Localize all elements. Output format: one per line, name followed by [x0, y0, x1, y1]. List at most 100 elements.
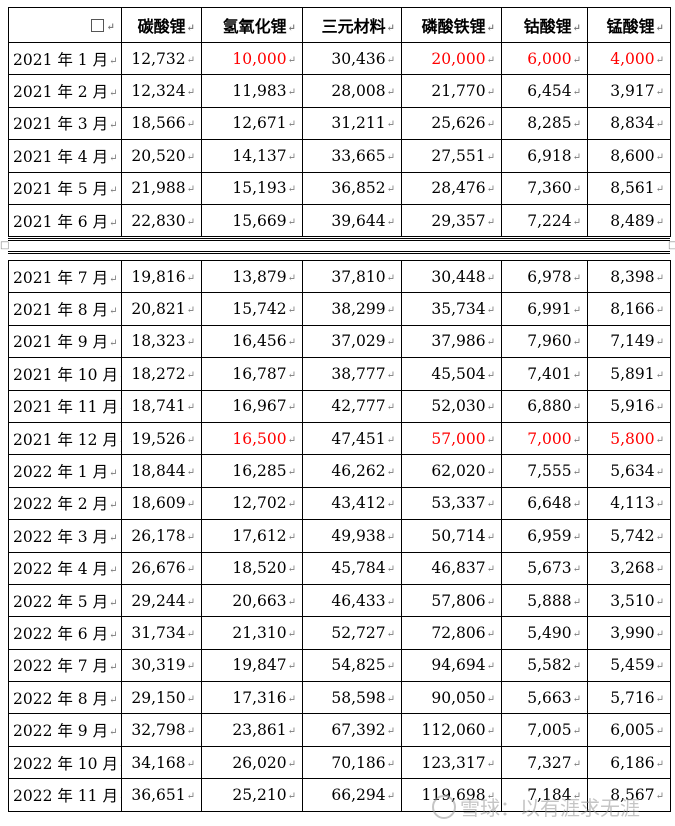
snowball-logo-icon [432, 795, 456, 819]
value-cell: 49,938↵ [302, 519, 402, 553]
value-cell: 26,020↵ [201, 745, 303, 780]
month-cell: 2021 年 12 月↵ [8, 421, 122, 456]
value-cell: 5,742↵ [587, 519, 671, 553]
value-cell: 123,317↵ [401, 745, 502, 780]
value-cell: 47,451↵ [302, 421, 402, 456]
value-cell: 17,612↵ [201, 519, 303, 553]
header-row: ↵ 碳酸锂↵ 氢氧化锂↵ 三元材料↵ 磷酸铁锂↵ 钴酸锂↵ 锰酸锂↵ [8, 7, 671, 43]
value-cell: 8,166↵ [587, 292, 671, 326]
month-cell: 2021 年 7 月↵ [8, 259, 122, 294]
table-row: 2021 年 1 月↵ 12,732↵ 10,000↵ 30,436↵ 20,000↵ 6… [8, 41, 671, 76]
value-cell: 112,060↵ [401, 713, 502, 747]
month-cell: 2022 年 5 月↵ [8, 583, 122, 618]
value-cell: 21,770↵ [401, 74, 502, 108]
col-header: 磷酸铁锂↵ [401, 7, 502, 43]
month-cell: 2022 年 10 月↵ [8, 745, 122, 780]
month-cell: 2021 年 3 月↵ [8, 106, 122, 141]
value-cell: 16,967↵ [201, 389, 303, 423]
value-cell: 5,716↵ [587, 681, 671, 715]
value-cell: 11,983↵ [201, 74, 303, 108]
value-cell: 36,852↵ [302, 171, 402, 205]
col-header: 三元材料↵ [302, 7, 402, 43]
value-cell: 52,030↵ [401, 389, 502, 423]
month-cell: 2021 年 6 月↵ [8, 203, 122, 238]
value-cell: 6,005↵ [587, 713, 671, 747]
table-row: 2021 年 2 月↵ 12,324↵ 11,983↵ 28,008↵ 21,770↵ 6… [8, 74, 671, 108]
value-cell: 20,663↵ [201, 583, 303, 618]
value-cell: 7,149↵ [587, 324, 671, 359]
value-cell: 32,798↵ [121, 713, 202, 747]
table-row: 2021 年 9 月↵ 18,323↵ 16,456↵ 37,029↵ 37,986↵ 7… [8, 324, 671, 359]
value-cell: 29,244↵ [121, 583, 202, 618]
value-cell: 27,551↵ [401, 139, 502, 173]
value-cell: 6,648↵ [501, 486, 588, 521]
value-cell: 53,337↵ [401, 486, 502, 521]
value-cell: 26,178↵ [121, 519, 202, 553]
value-cell: 18,323↵ [121, 324, 202, 359]
value-cell: 17,316↵ [201, 681, 303, 715]
value-cell: 72,806↵ [401, 616, 502, 650]
value-cell: 62,020↵ [401, 454, 502, 488]
month-cell: 2021 年 11 月↵ [8, 389, 122, 423]
value-cell: 42,777↵ [302, 389, 402, 423]
value-cell: 37,986↵ [401, 324, 502, 359]
corner-cell: ↵ [8, 7, 122, 43]
value-cell: 7,327↵ [501, 745, 588, 780]
value-cell: 34,168↵ [121, 745, 202, 780]
value-cell: 8,285↵ [501, 106, 588, 141]
month-cell: 2021 年 1 月↵ [8, 41, 122, 76]
value-cell: 5,490↵ [501, 616, 588, 650]
value-cell: 45,504↵ [401, 357, 502, 391]
value-cell: 18,609↵ [121, 486, 202, 521]
value-cell: 52,727↵ [302, 616, 402, 650]
month-cell: 2022 年 6 月↵ [8, 616, 122, 650]
checkbox-icon [90, 18, 104, 32]
value-cell: 38,777↵ [302, 357, 402, 391]
value-cell: 70,186↵ [302, 745, 402, 780]
col-header: 锰酸锂↵ [587, 7, 671, 43]
value-cell: 6,978↵ [501, 259, 588, 294]
value-cell: 37,029↵ [302, 324, 402, 359]
value-cell: 20,821↵ [121, 292, 202, 326]
value-cell: 16,285↵ [201, 454, 303, 488]
paragraph-mark: ↵ [106, 21, 115, 33]
price-table-part2: 2021 年 7 月↵ 19,816↵ 13,879↵ 37,810↵ 30,448↵ 6… [8, 259, 671, 812]
value-cell: 7,000↵ [501, 421, 588, 456]
value-cell: 7,555↵ [501, 454, 588, 488]
value-cell: 36,651↵ [121, 778, 202, 812]
value-cell: 21,310↵ [201, 616, 303, 650]
table-row: 2021 年 6 月↵ 22,830↵ 15,669↵ 39,644↵ 29,357↵ 7… [8, 203, 671, 238]
value-cell: 6,186↵ [587, 745, 671, 780]
value-cell: 57,806↵ [401, 583, 502, 618]
value-cell: 8,567↵ [587, 778, 671, 812]
value-cell: 35,734↵ [401, 292, 502, 326]
price-table-part1: ↵ 碳酸锂↵ 氢氧化锂↵ 三元材料↵ 磷酸铁锂↵ 钴酸锂↵ 锰酸锂↵ 2021 … [8, 7, 671, 238]
value-cell: 5,663↵ [501, 681, 588, 715]
value-cell: 29,357↵ [401, 203, 502, 238]
col-header: 钴酸锂↵ [501, 7, 588, 43]
month-cell: 2022 年 2 月↵ [8, 486, 122, 521]
col-header: 碳酸锂↵ [121, 7, 202, 43]
month-cell: 2022 年 7 月↵ [8, 648, 122, 683]
value-cell: 25,626↵ [401, 106, 502, 141]
value-cell: 6,454↵ [501, 74, 588, 108]
month-cell: 2021 年 10 月↵ [8, 357, 122, 391]
value-cell: 7,224↵ [501, 203, 588, 238]
value-cell: 67,392↵ [302, 713, 402, 747]
value-cell: 13,879↵ [201, 259, 303, 294]
value-cell: 6,880↵ [501, 389, 588, 423]
value-cell: 45,784↵ [302, 551, 402, 585]
table-row: 2022 年 10 月↵34,168↵26,020↵70,186↵123,317… [8, 745, 671, 780]
value-cell: 30,319↵ [121, 648, 202, 683]
value-cell: 3,268↵ [587, 551, 671, 585]
table-row: 2022 年 8 月↵ 29,150↵ 17,316↵ 58,598↵ 90,050↵ 5… [8, 681, 671, 715]
value-cell: 46,837↵ [401, 551, 502, 585]
value-cell: 12,732↵ [121, 41, 202, 76]
watermark: 雪球：以有涯求无涯 [432, 792, 640, 821]
value-cell: 7,401↵ [501, 357, 588, 391]
value-cell: 5,673↵ [501, 551, 588, 585]
value-cell: 15,669↵ [201, 203, 303, 238]
table-row: 2022 年 3 月↵ 26,178↵ 17,612↵ 49,938↵ 50,714↵ 6… [8, 519, 671, 553]
value-cell: 6,000↵ [501, 41, 588, 76]
value-cell: 5,888↵ [501, 583, 588, 618]
